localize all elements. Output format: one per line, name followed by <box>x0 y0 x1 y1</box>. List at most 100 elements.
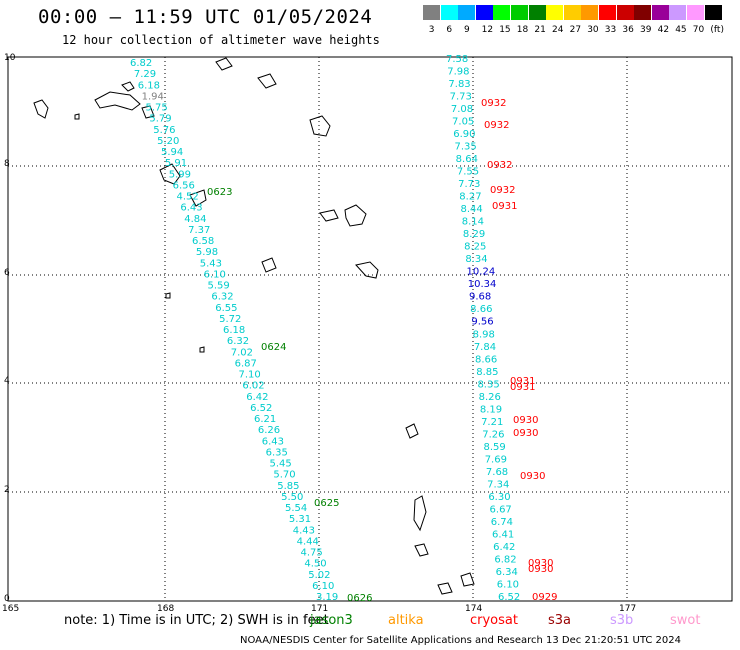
swh-value: 5.50 <box>281 492 303 503</box>
swh-value: 5.98 <box>196 247 218 258</box>
swh-value: 5.72 <box>219 314 241 325</box>
swh-value: 4.75 <box>301 548 323 559</box>
swh-value: 7.26 <box>482 429 504 440</box>
colorbar-label: 36 <box>622 25 634 35</box>
swh-value: 1.94 <box>142 91 164 102</box>
time-stamp: 0930 <box>528 558 553 569</box>
time-stamp: 0929 <box>532 592 557 603</box>
jason3-track: 6.827.296.181.945.755.795.765.205.945.91… <box>130 58 372 604</box>
page-subtitle: 12 hour collection of altimeter wave hei… <box>62 33 380 47</box>
satellite-legend-jason3: jason3 <box>310 613 353 628</box>
time-stamp: 0930 <box>513 415 538 426</box>
island-shape <box>355 261 379 279</box>
time-stamp: 0623 <box>207 187 232 198</box>
swh-value: 8.85 <box>476 367 498 378</box>
swh-value: 6.32 <box>227 336 249 347</box>
swh-value: 5.99 <box>169 169 191 180</box>
swh-value: 5.02 <box>308 570 330 581</box>
island-shape <box>159 163 181 185</box>
colorbar-label: 70 <box>692 25 705 35</box>
colorbar-swatch <box>528 5 546 20</box>
swh-value: 6.41 <box>492 529 514 540</box>
colorbar-label: (ft) <box>710 25 724 35</box>
colorbar-swatch <box>704 5 722 20</box>
y-axis-ticks: 0 2 4 6 8 10 <box>4 53 16 604</box>
colorbar-swatch <box>616 5 634 20</box>
x-tick-label: 174 <box>465 604 482 614</box>
x-tick-label: 177 <box>619 604 636 614</box>
x-tick-label: 168 <box>157 604 174 614</box>
time-stamp: 0932 <box>490 185 515 196</box>
swh-value: 6.90 <box>453 129 475 140</box>
swh-value: 6.30 <box>488 492 510 503</box>
grid-lines <box>8 57 732 601</box>
satellite-legend-s3a: s3a <box>548 613 572 628</box>
colorbar-label: 12 <box>481 25 494 35</box>
island-shape <box>141 105 155 119</box>
island-shape <box>33 99 49 119</box>
time-stamp: 0930 <box>520 471 545 482</box>
swh-value: 5.70 <box>273 470 295 481</box>
swh-value: 5.59 <box>208 281 230 292</box>
colorbar-label: 18 <box>516 25 529 35</box>
island-shape <box>215 57 233 71</box>
swh-value: 6.82 <box>494 554 516 565</box>
swh-value: 5.79 <box>149 114 171 125</box>
colorbar-swatch <box>546 5 564 20</box>
y-tick-label: 10 <box>4 53 16 63</box>
colorbar-swatch <box>475 5 493 20</box>
swh-value: 7.68 <box>486 467 508 478</box>
x-tick-label: 171 <box>311 604 328 614</box>
swh-value: 8.19 <box>480 404 502 415</box>
swh-value: 6.55 <box>215 303 237 314</box>
swh-value: 4.50 <box>304 559 326 570</box>
swh-value: 6.74 <box>491 517 513 528</box>
swh-value: 5.75 <box>146 103 168 114</box>
swh-value: 5.76 <box>153 125 175 136</box>
swh-value: 5.45 <box>270 459 292 470</box>
swh-value: 8.14 <box>462 217 484 228</box>
satellite-legend-altika: altika <box>388 613 424 628</box>
time-stamp: 0626 <box>347 593 372 604</box>
island-shape <box>437 582 453 595</box>
colorbar-label: 30 <box>587 25 599 35</box>
swh-value: 6.43 <box>262 436 284 447</box>
colorbar-swatch <box>563 5 581 20</box>
swh-value: 8.35 <box>477 379 499 390</box>
swh-value: 7.21 <box>481 417 503 428</box>
y-tick-label: 6 <box>4 268 10 278</box>
swh-value: 7.73 <box>458 179 480 190</box>
swh-value: 6.18 <box>138 80 160 91</box>
swh-value: 6.52 <box>498 592 520 603</box>
colorbar-swatch <box>440 5 458 20</box>
y-tick-label: 8 <box>4 159 10 169</box>
y-tick-label: 2 <box>4 485 10 495</box>
swh-value: 8.59 <box>483 442 505 453</box>
swh-value: 4.84 <box>184 214 206 225</box>
swh-value: 6.67 <box>490 504 512 515</box>
island-shape <box>165 292 171 299</box>
swh-value: 5.31 <box>289 514 311 525</box>
island-shape <box>319 209 339 222</box>
swh-value: 8.34 <box>465 254 487 265</box>
island-shape <box>413 495 427 532</box>
swh-value: 5.91 <box>165 158 187 169</box>
colorbar-swatch <box>458 5 476 20</box>
island-shape <box>94 91 141 111</box>
swh-value: 7.69 <box>485 454 507 465</box>
swh-value: 4.52 <box>177 192 199 203</box>
swh-value: 7.08 <box>451 104 473 115</box>
swh-value: 6.43 <box>180 203 202 214</box>
colorbar-label: 45 <box>675 25 687 35</box>
swh-value: 3.19 <box>316 592 338 603</box>
colorbar-swatch <box>687 5 704 20</box>
cryosat-track: 7.587.987.837.737.087.056.907.358.647.55… <box>446 54 557 603</box>
x-tick-label: 165 <box>2 604 19 614</box>
swh-value: 7.84 <box>474 342 496 353</box>
swh-value: 8.64 <box>456 154 478 165</box>
colorbar-swatch <box>634 5 652 20</box>
swh-value: 6.82 <box>130 58 152 69</box>
island-shape <box>74 113 80 120</box>
swh-value: 6.42 <box>493 542 515 553</box>
